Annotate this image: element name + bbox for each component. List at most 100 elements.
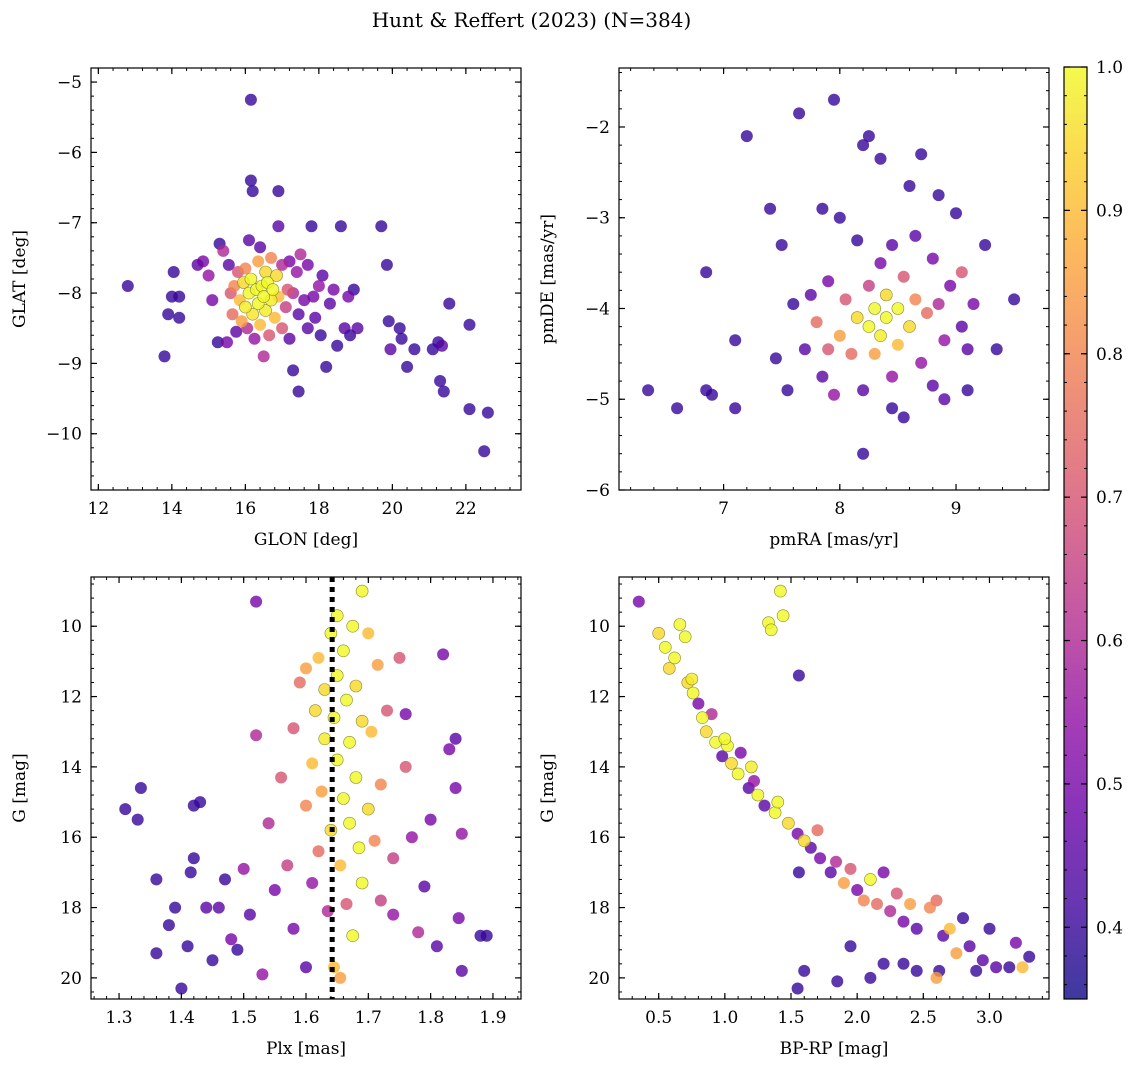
data-point xyxy=(181,940,194,953)
data-point xyxy=(897,270,910,283)
x-tick-label: 2.0 xyxy=(844,1008,871,1028)
data-point xyxy=(381,704,393,717)
data-point xyxy=(287,922,300,935)
data-point xyxy=(418,880,431,893)
data-point xyxy=(162,308,175,321)
x-axis-label: GLON [deg] xyxy=(254,530,358,550)
data-point xyxy=(771,795,785,809)
data-point xyxy=(312,845,325,858)
data-point xyxy=(293,676,306,689)
data-point xyxy=(658,640,672,654)
x-tick-label: 7 xyxy=(718,499,729,519)
data-point xyxy=(862,130,875,143)
data-point xyxy=(923,901,936,914)
x-tick-label: 1.4 xyxy=(168,1008,195,1028)
colorbar-tick-label: 0.8 xyxy=(1096,345,1123,365)
data-point xyxy=(384,343,397,356)
y-axis-label: GLAT [deg] xyxy=(10,230,30,328)
colorbar-frame xyxy=(1063,66,1088,1000)
y-tick-label: 10 xyxy=(588,617,610,637)
data-point xyxy=(263,329,276,342)
data-point xyxy=(318,683,332,696)
data-point xyxy=(725,757,738,770)
data-point xyxy=(886,239,899,251)
data-point xyxy=(781,384,794,397)
data-point xyxy=(294,248,307,261)
data-point xyxy=(671,402,684,415)
data-point xyxy=(857,894,870,907)
axes-frame xyxy=(90,67,522,491)
data-point xyxy=(337,792,350,805)
data-point xyxy=(424,813,437,826)
data-point xyxy=(955,320,968,333)
data-point xyxy=(346,929,360,943)
y-tick-label: 12 xyxy=(60,688,82,708)
data-point xyxy=(455,827,468,840)
data-point xyxy=(798,343,811,356)
data-point xyxy=(662,662,676,675)
data-point xyxy=(200,901,213,914)
data-point xyxy=(211,336,224,349)
data-point xyxy=(343,816,356,830)
plot-area xyxy=(121,93,494,458)
x-tick-label: 16 xyxy=(235,499,257,519)
data-point xyxy=(327,283,340,296)
data-point xyxy=(405,831,418,844)
data-point xyxy=(254,241,267,254)
data-point xyxy=(272,220,285,233)
data-point xyxy=(401,360,414,373)
data-point xyxy=(850,311,864,324)
data-point xyxy=(463,403,476,416)
data-point xyxy=(436,339,448,352)
data-point xyxy=(259,265,272,279)
data-point xyxy=(243,908,256,921)
data-point xyxy=(305,220,318,233)
data-point xyxy=(235,315,248,328)
data-point xyxy=(932,189,945,202)
data-point xyxy=(300,961,312,974)
panel-pmra-pmde: 7 8 9 −6 −5 −4 −3 −2 pmRA [mas/yr] pmDE [mas/yr] xyxy=(538,67,1050,550)
data-point xyxy=(169,901,182,914)
data-point xyxy=(642,384,655,397)
data-point xyxy=(337,644,350,658)
x-tick-label: 18 xyxy=(308,499,330,519)
x-axis-label: BP-RP [mag] xyxy=(780,1039,889,1059)
data-point xyxy=(292,385,305,398)
data-point xyxy=(758,799,771,812)
colorbar-tick-label: 0.6 xyxy=(1096,632,1123,652)
data-point xyxy=(279,301,292,314)
data-point xyxy=(751,788,765,802)
data-point xyxy=(318,732,332,746)
data-point xyxy=(950,207,962,220)
x-tick-label: 1.0 xyxy=(711,1008,738,1028)
data-point xyxy=(877,866,890,879)
data-point xyxy=(173,290,186,303)
colorbar: 0.4 0.5 0.6 0.7 0.8 0.9 1.0 xyxy=(1063,58,1123,1000)
data-point xyxy=(955,266,968,279)
x-tick-label: 1.5 xyxy=(230,1008,257,1028)
data-point xyxy=(926,252,939,265)
plot-area xyxy=(632,584,1036,995)
data-point xyxy=(886,402,899,415)
data-point xyxy=(239,300,252,314)
x-tick-label: 1.7 xyxy=(355,1008,382,1028)
data-point xyxy=(686,686,700,700)
plot-area xyxy=(642,93,1021,460)
data-point xyxy=(312,651,325,664)
data-point xyxy=(134,782,147,794)
data-point xyxy=(346,619,360,633)
data-point xyxy=(239,262,252,275)
panel-glon-glat: 12 14 16 18 20 22 −10 −9 −8 −7 −6 −5 GLON [deg] GLAT … xyxy=(10,67,522,550)
data-point xyxy=(301,258,314,271)
data-point xyxy=(890,887,903,900)
data-point xyxy=(265,251,278,264)
axes-frame xyxy=(618,576,1050,1000)
data-point xyxy=(202,269,215,282)
data-point xyxy=(1016,961,1029,974)
data-point xyxy=(283,332,296,345)
data-point xyxy=(173,311,186,324)
data-point xyxy=(443,297,456,310)
data-point xyxy=(868,302,882,315)
data-point xyxy=(930,971,943,984)
colorbar-tick-label: 1.0 xyxy=(1096,58,1123,78)
